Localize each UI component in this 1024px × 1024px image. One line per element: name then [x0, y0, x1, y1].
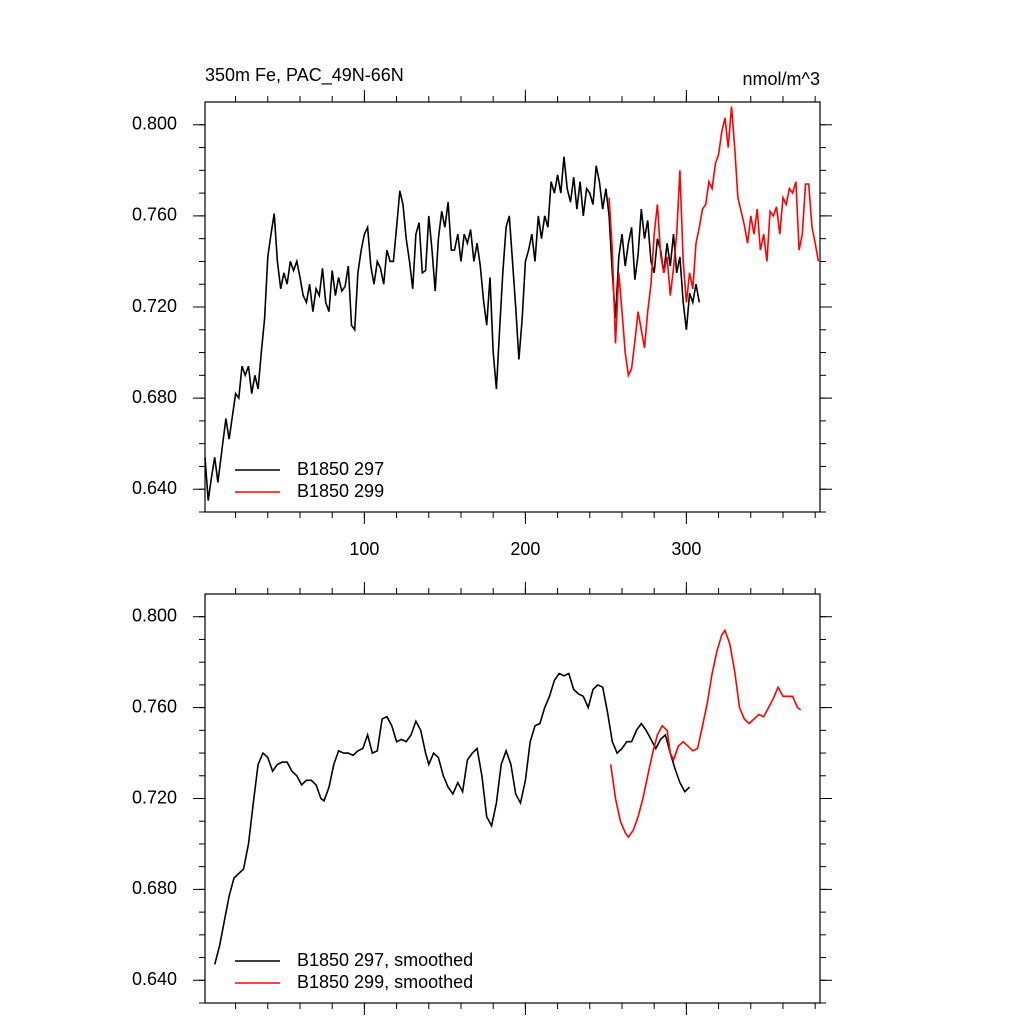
- units-label: nmol/m^3: [743, 69, 820, 89]
- y-tick-label: 0.800: [132, 114, 177, 134]
- y-tick-label: 0.680: [132, 387, 177, 407]
- chart-title: 350m Fe, PAC_49N-66N: [205, 65, 404, 86]
- data-line: [609, 628, 802, 839]
- data-line: [213, 672, 691, 965]
- y-tick-label: 0.760: [132, 696, 177, 716]
- y-tick-label: 0.760: [132, 205, 177, 225]
- x-tick-label: 200: [510, 539, 540, 559]
- plot-frame: [204, 101, 821, 513]
- legend-label: B1850 299: [297, 481, 384, 501]
- data-line: [608, 106, 820, 379]
- y-tick-label: 0.640: [132, 969, 177, 989]
- x-tick-label: 300: [671, 539, 701, 559]
- y-tick-label: 0.640: [132, 478, 177, 498]
- y-tick-label: 0.680: [132, 878, 177, 898]
- data-line: [204, 156, 701, 501]
- legend-label: B1850 297, smoothed: [297, 950, 473, 970]
- y-tick-label: 0.720: [132, 787, 177, 807]
- plot-frame: [204, 593, 821, 1004]
- y-tick-label: 0.800: [132, 605, 177, 625]
- y-tick-label: 0.720: [132, 296, 177, 316]
- x-tick-label: 100: [349, 539, 379, 559]
- legend-label: B1850 299, smoothed: [297, 972, 473, 992]
- legend-label: B1850 297: [297, 459, 384, 479]
